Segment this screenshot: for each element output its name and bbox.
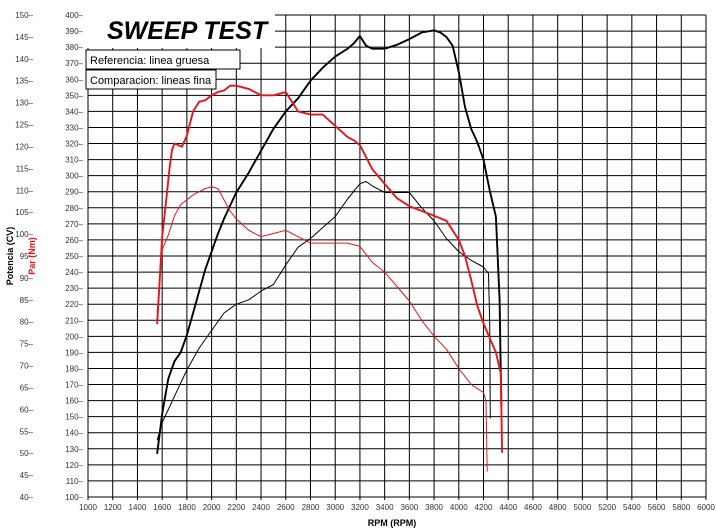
- left-tick-label: 100–: [15, 230, 33, 239]
- right-tick-label: 120–: [65, 461, 83, 470]
- x-tick-label: 1400: [129, 503, 147, 512]
- y-axis-label-right: Par (Nm): [27, 237, 37, 275]
- right-tick-label: 240–: [65, 268, 83, 277]
- right-tick-label: 100–: [65, 493, 83, 502]
- legend-reference: Referencia: linea gruesa: [90, 55, 210, 67]
- left-tick-label: 55–: [20, 427, 34, 436]
- left-tick-label: 110–: [16, 186, 34, 195]
- x-tick-label: 4600: [524, 503, 542, 512]
- right-tick-label: 330–: [65, 123, 83, 132]
- right-tick-label: 220–: [65, 300, 83, 309]
- left-tick-label: 50–: [20, 449, 34, 458]
- x-tick-label: 1200: [104, 503, 122, 512]
- x-tick-label: 4400: [499, 503, 517, 512]
- y-axis-label-left: Potencia (CV): [5, 227, 15, 286]
- left-tick-label: 120–: [15, 142, 33, 151]
- x-tick-label: 5000: [574, 503, 592, 512]
- x-tick-label: 1000: [79, 503, 97, 512]
- title-box: [87, 14, 275, 48]
- right-tick-label: 340–: [65, 107, 83, 116]
- right-tick-label: 190–: [65, 348, 83, 357]
- right-tick-label: 310–: [65, 156, 83, 165]
- right-tick-label: 270–: [65, 220, 83, 229]
- left-tick-label: 145–: [15, 33, 33, 42]
- left-tick-label: 75–: [20, 340, 34, 349]
- right-tick-label: 160–: [65, 397, 83, 406]
- x-tick-label: 2000: [203, 503, 221, 512]
- left-tick-label: 90–: [20, 274, 34, 283]
- right-tick-label: 200–: [65, 332, 83, 341]
- x-tick-label: 3000: [326, 503, 344, 512]
- x-tick-label: 6000: [697, 503, 715, 512]
- x-tick-label: 3400: [376, 503, 394, 512]
- series-torque-thick-line: [156, 84, 504, 453]
- x-tick-label: 5400: [623, 503, 641, 512]
- x-tick-label: 2600: [277, 503, 295, 512]
- right-tick-label: 400–: [65, 11, 83, 20]
- legend-comparison: Comparacion: lineas fina: [90, 75, 212, 87]
- left-tick-label: 125–: [15, 121, 33, 130]
- right-tick-label: 210–: [65, 316, 83, 325]
- right-tick-label: 180–: [65, 364, 83, 373]
- x-tick-label: 5800: [672, 503, 690, 512]
- left-tick-label: 95–: [20, 252, 34, 261]
- x-tick-label: 2800: [302, 503, 320, 512]
- right-tick-label: 130–: [65, 445, 83, 454]
- left-tick-label: 80–: [20, 318, 34, 327]
- x-tick-label: 1600: [153, 503, 171, 512]
- x-tick-label: 4800: [549, 503, 567, 512]
- left-tick-label: 45–: [20, 471, 34, 480]
- x-tick-label: 5200: [598, 503, 616, 512]
- x-tick-label: 3600: [400, 503, 418, 512]
- right-tick-label: 150–: [65, 413, 83, 422]
- x-tick-label: 2400: [252, 503, 270, 512]
- left-tick-label: 85–: [20, 296, 34, 305]
- right-tick-label: 350–: [65, 91, 83, 100]
- left-tick-label: 65–: [20, 383, 34, 392]
- left-tick-label: 40–: [20, 493, 34, 502]
- x-tick-label: 2200: [227, 503, 245, 512]
- right-axis-ticks: 100– 110– 120– 130– 140– 150– 160– 170– 180– 190–…: [65, 11, 83, 502]
- x-tick-label: 3200: [351, 503, 369, 512]
- left-tick-label: 135–: [15, 77, 33, 86]
- right-tick-label: 300–: [65, 172, 83, 181]
- x-tick-label: 5600: [648, 503, 666, 512]
- right-tick-label: 260–: [65, 236, 83, 245]
- right-tick-label: 380–: [65, 43, 83, 52]
- series-power-thin-line: [156, 181, 491, 441]
- right-tick-label: 110–: [66, 477, 84, 486]
- right-tick-label: 290–: [65, 188, 83, 197]
- right-tick-label: 390–: [65, 27, 83, 36]
- left-tick-label: 115–: [16, 164, 34, 173]
- left-tick-label: 105–: [15, 208, 33, 217]
- x-tick-label: 4200: [475, 503, 493, 512]
- right-tick-label: 140–: [65, 429, 83, 438]
- x-axis-ticks: 1000 1200 1400 1600 1800 2000 2200 2400 2600 2800…: [79, 497, 715, 512]
- chart-title: SWEEP TEST: [107, 17, 270, 45]
- right-tick-label: 280–: [65, 204, 83, 213]
- series-torque-thin-line: [156, 186, 488, 472]
- x-tick-label: 3800: [425, 503, 443, 512]
- legend-box-reference: [85, 49, 241, 70]
- right-tick-label: 370–: [65, 59, 83, 68]
- x-axis-label: RPM (RPM): [368, 518, 417, 528]
- series-power-thick-line: [156, 29, 503, 455]
- left-tick-label: 70–: [20, 362, 34, 371]
- right-tick-label: 250–: [65, 252, 83, 261]
- left-tick-label: 60–: [20, 405, 34, 414]
- right-tick-label: 170–: [65, 381, 83, 390]
- left-tick-label: 150–: [15, 11, 33, 20]
- right-tick-label: 320–: [65, 140, 83, 149]
- left-tick-label: 140–: [15, 55, 33, 64]
- left-axis-ticks: 40– 45– 50– 55– 60– 65– 70– 75– 80– 85– 90– 95– 100–…: [15, 11, 33, 502]
- legend-box-comparison: [85, 69, 217, 90]
- right-tick-label: 230–: [65, 284, 83, 293]
- right-tick-label: 360–: [65, 75, 83, 84]
- left-tick-label: 130–: [15, 99, 33, 108]
- x-tick-label: 1800: [178, 503, 196, 512]
- series-layer: [156, 29, 504, 472]
- grid-lines: [87, 14, 707, 498]
- x-tick-label: 4000: [450, 503, 468, 512]
